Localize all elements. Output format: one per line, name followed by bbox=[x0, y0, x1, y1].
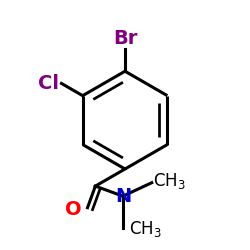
Text: Cl: Cl bbox=[38, 74, 59, 93]
Text: N: N bbox=[115, 187, 131, 206]
Text: CH$_3$: CH$_3$ bbox=[129, 219, 162, 239]
Text: O: O bbox=[66, 200, 82, 218]
Text: CH$_3$: CH$_3$ bbox=[153, 172, 186, 192]
Text: Br: Br bbox=[113, 29, 137, 48]
